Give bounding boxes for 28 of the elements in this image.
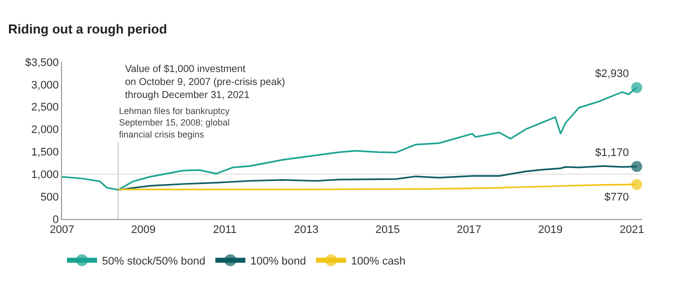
x-tick-label: 2019 <box>538 224 563 236</box>
y-tick-label: 1,000 <box>31 168 59 181</box>
data-label: $1,170 <box>595 146 629 159</box>
data-label: $770 <box>604 192 629 204</box>
data-label: $2,930 <box>595 68 629 80</box>
y-tick-label: 0 <box>52 214 59 226</box>
y-tick-label: 1,500 <box>31 146 59 159</box>
x-tick-label: 2013 <box>294 224 318 236</box>
point <box>631 178 642 190</box>
legend-label: 50% stock/50% bond <box>102 255 206 268</box>
x-tick-label: 2017 <box>456 224 482 236</box>
point <box>631 82 642 94</box>
y-tick-label: 2,000 <box>31 124 59 136</box>
x-tick-label: 2021 <box>620 224 644 236</box>
legend-label: 100% cash <box>351 255 406 268</box>
y-tick-label: $3,500 <box>25 56 59 69</box>
point <box>631 161 642 172</box>
y-tick-label: 500 <box>40 191 59 204</box>
y-tick-label: 3,000 <box>31 79 59 92</box>
chart-title: Riding out a rough period <box>8 21 168 36</box>
legend-label: 100% bond <box>250 255 306 268</box>
x-tick-label: 2009 <box>131 224 156 236</box>
x-tick-label: 2015 <box>375 224 400 236</box>
x-tick-label: 2007 <box>50 224 74 236</box>
ref-line-label: Lehman files for bankruptcy September 15, 2008; global financial crisis begins <box>119 106 230 140</box>
annotation: Value of $1,000 investment on October 9, 2007 (pre-crisis peak) through December 31, 2021 <box>125 64 286 101</box>
y-tick-label: 2,500 <box>31 102 59 114</box>
x-tick-label: 2011 <box>212 224 237 236</box>
